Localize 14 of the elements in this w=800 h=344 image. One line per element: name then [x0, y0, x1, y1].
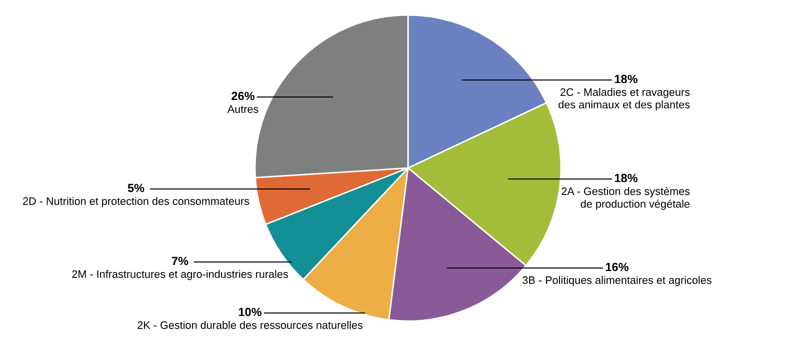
slice-label: 2D - Nutrition et protection des consommateurs: [23, 197, 250, 208]
data-label: 18%: [614, 74, 638, 84]
slice-label: 2K - Gestion durable des ressources naturelles: [138, 321, 363, 329]
data-label: 16%: [606, 262, 629, 272]
data-label: 26%: [232, 92, 255, 100]
slice-label: 2M - Infrastructures et agro-industries rurales: [72, 270, 288, 280]
data-label: 18%: [614, 174, 638, 182]
slice-label: Autres: [227, 105, 258, 113]
slice-label: 3B - Politiques alimentaires et agricoles: [522, 276, 712, 286]
slice-label: 2C - Maladies et ravageurs des animaux et des plantes: [558, 88, 690, 111]
data-label: 7%: [172, 256, 188, 266]
slice-label: 2A - Gestion des systèmes de production végétale: [562, 187, 690, 210]
data-label: 5%: [128, 184, 144, 192]
data-label: 10%: [238, 308, 262, 316]
